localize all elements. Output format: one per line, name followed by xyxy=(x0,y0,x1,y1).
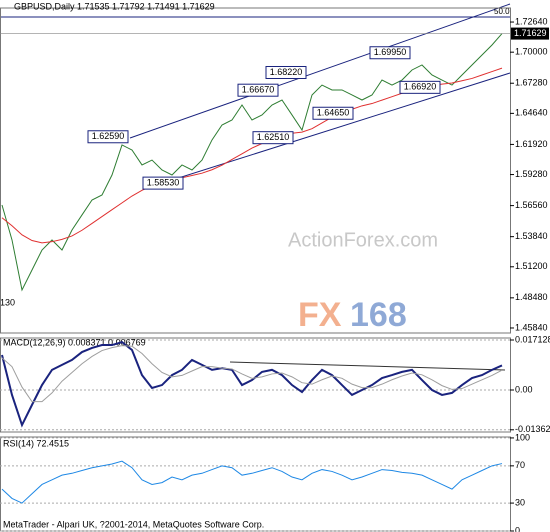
annotation-box xyxy=(399,80,441,94)
series-line xyxy=(1,33,503,292)
channel-lower xyxy=(149,72,511,188)
annotation-box xyxy=(369,46,411,60)
annotation-box xyxy=(87,130,129,144)
y-tick-label: 1.64640 xyxy=(515,108,548,118)
y-tick-label: 0 xyxy=(515,525,520,532)
last-price-box xyxy=(511,27,549,40)
annotation-box xyxy=(312,106,354,120)
series-line xyxy=(1,341,503,428)
y-tick-label: 1.70000 xyxy=(515,47,548,57)
annotation-label: 1.64650 xyxy=(317,108,350,118)
y-tick-label: 1.72640 xyxy=(515,16,548,26)
channel-upper xyxy=(129,3,511,139)
annotation-label: 1.58530 xyxy=(147,177,180,187)
watermark: ActionForex.com xyxy=(288,229,438,251)
series-line xyxy=(1,460,503,504)
annotation-box xyxy=(265,65,307,79)
y-tick-label: 1.51200 xyxy=(515,261,548,271)
panel-title: RSI(14) 72.4515 xyxy=(3,438,69,448)
panel-frame xyxy=(0,436,511,532)
y-tick-label: 1.53840 xyxy=(515,231,548,241)
panel-frame xyxy=(0,337,511,433)
annotation-label: 1.62510 xyxy=(257,132,290,142)
y-tick-label: 1.59280 xyxy=(515,169,548,179)
logo-168: 168 xyxy=(350,296,407,334)
annotation-label: 1.66920 xyxy=(404,82,437,92)
y-tick-label: 1.61920 xyxy=(515,139,548,149)
annotation-label: 1.68220 xyxy=(270,67,303,77)
macd-trendline xyxy=(229,361,506,371)
annotation-label: 1.66670 xyxy=(242,85,275,95)
y-tick-label: 0.017128 xyxy=(515,334,550,344)
panel-title: MACD(12,26,9) 0.008371 0.006769 xyxy=(3,337,146,347)
annotation-label: 1.69950 xyxy=(374,47,407,57)
y-tick-label: 30 xyxy=(515,497,525,507)
y-tick-label: 100 xyxy=(515,432,530,442)
logo-fx: FX xyxy=(298,296,342,334)
fib-label: 50.0 xyxy=(494,7,510,16)
y-tick-label: 1.48480 xyxy=(515,292,548,302)
footer: MetaTrader - Alpari UK, ?2001-2014, Meta… xyxy=(3,519,264,529)
panel-frame xyxy=(0,7,511,334)
y-tick-label: 1.45840 xyxy=(515,322,548,332)
annotation-label: 1.62590 xyxy=(92,131,125,141)
annotation-box xyxy=(237,83,279,97)
y-tick-label: -0.013629 xyxy=(515,424,550,434)
y-tick-label: 1.67280 xyxy=(515,78,548,88)
annotation-box xyxy=(252,131,294,145)
y-tick-label: 1.56560 xyxy=(515,200,548,210)
annotation-box xyxy=(142,176,184,190)
low-label: 130 xyxy=(0,297,15,307)
y-tick-label: 0.00 xyxy=(515,384,533,394)
y-tick-label: 70 xyxy=(515,460,525,470)
panel-title: GBPUSD,Daily 1.71535 1.71792 1.71491 1.7… xyxy=(14,1,215,11)
series-line xyxy=(1,345,503,403)
last-price-label: 1.71629 xyxy=(514,28,547,38)
